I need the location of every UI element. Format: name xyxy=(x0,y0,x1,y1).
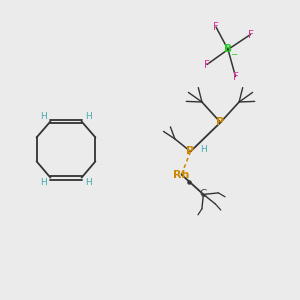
Text: Rh: Rh xyxy=(173,169,190,180)
Text: C: C xyxy=(200,189,207,200)
Text: B: B xyxy=(224,44,232,55)
Text: H: H xyxy=(200,145,206,154)
Text: H: H xyxy=(85,112,92,122)
Text: P: P xyxy=(186,146,195,157)
Text: F: F xyxy=(232,71,238,82)
Text: H: H xyxy=(85,178,92,187)
Text: F: F xyxy=(213,22,219,32)
Text: H: H xyxy=(40,112,47,122)
Text: H: H xyxy=(40,178,47,187)
Text: −: − xyxy=(230,50,237,59)
Text: P: P xyxy=(216,117,225,128)
Text: F: F xyxy=(248,29,254,40)
Text: F: F xyxy=(204,59,210,70)
